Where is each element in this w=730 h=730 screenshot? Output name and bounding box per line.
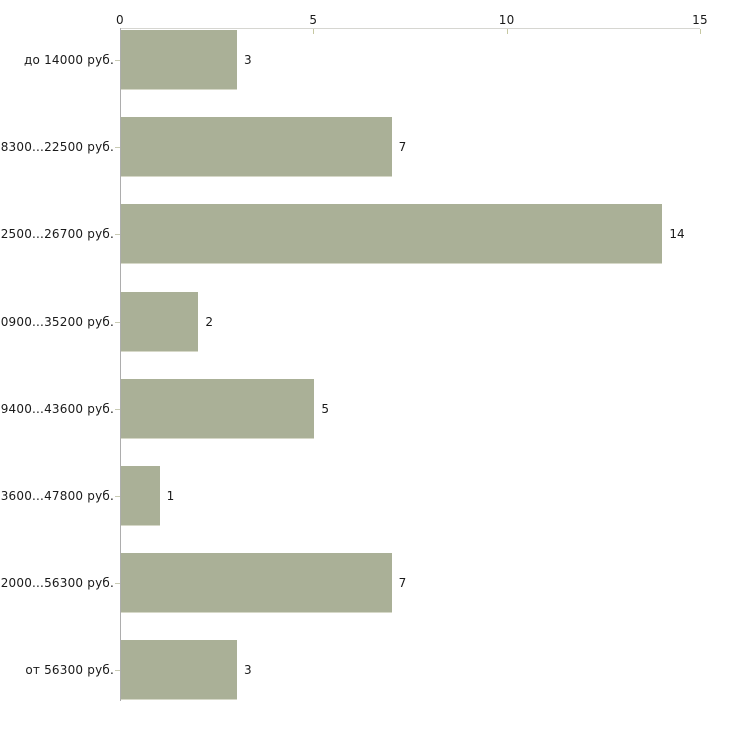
bar-value-label: 14	[669, 227, 685, 242]
value-axis-line	[120, 28, 700, 29]
bar	[121, 291, 199, 352]
axis-tick-label: 15	[692, 13, 708, 27]
category-tick-mark	[115, 496, 120, 497]
bar-value-label: 1	[166, 489, 175, 503]
bar	[121, 204, 663, 265]
bar	[121, 378, 315, 439]
category-label: до 14000 руб.	[24, 53, 114, 67]
axis-tick-mark	[313, 29, 315, 34]
category-tick-mark	[115, 234, 120, 236]
category-label: 43600...47800 руб.	[0, 489, 114, 503]
bar	[121, 117, 392, 178]
axis-tick-label: 0	[116, 13, 124, 27]
category-tick-mark	[115, 321, 120, 323]
bar-value-label: 5	[321, 401, 329, 416]
category-label: от 56300 руб.	[25, 663, 114, 678]
bar	[121, 553, 392, 614]
category-label: 18300...22500 руб.	[0, 140, 114, 155]
axis-tick-mark	[506, 29, 508, 34]
bar	[121, 640, 237, 701]
bar-value-label: 7	[398, 576, 407, 591]
bar-value-label: 7	[398, 140, 407, 155]
axis-tick-mark	[700, 29, 701, 34]
axis-tick-label: 10	[498, 13, 515, 27]
category-tick-mark	[115, 583, 120, 585]
bar-value-label: 3	[244, 53, 252, 67]
bar	[121, 30, 237, 90]
category-tick-mark	[115, 60, 120, 61]
bar-value-label: 3	[244, 663, 252, 678]
category-label: 30900...35200 руб.	[0, 314, 114, 329]
category-tick-mark	[115, 147, 120, 149]
category-label: 52000...56300 руб.	[0, 576, 114, 591]
axis-tick-label: 5	[309, 13, 318, 27]
bar	[121, 466, 160, 526]
bar-value-label: 2	[205, 314, 213, 329]
category-tick-mark	[115, 670, 120, 672]
category-label: 22500...26700 руб.	[0, 227, 114, 242]
category-axis-line	[120, 28, 121, 701]
category-label: 39400...43600 руб.	[0, 401, 114, 416]
category-tick-mark	[115, 408, 120, 410]
